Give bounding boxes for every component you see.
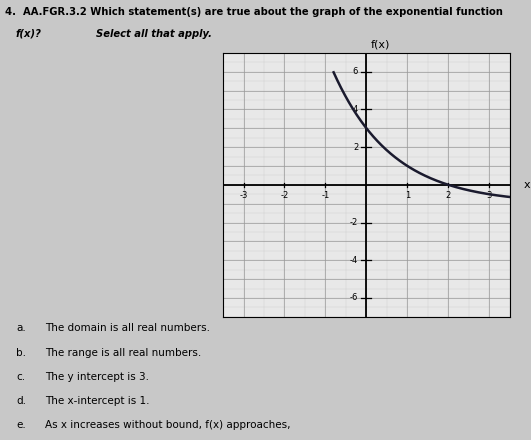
- Text: 3: 3: [486, 191, 492, 200]
- Text: The x-intercept is 1.: The x-intercept is 1.: [45, 396, 150, 406]
- Text: d.: d.: [16, 396, 26, 406]
- Text: f(x)?: f(x)?: [16, 29, 42, 39]
- Text: a.: a.: [16, 323, 25, 334]
- Text: e.: e.: [16, 420, 25, 430]
- Text: 4: 4: [353, 105, 358, 114]
- Text: -6: -6: [350, 293, 358, 302]
- Text: -1: -1: [321, 191, 330, 200]
- Text: The domain is all real numbers.: The domain is all real numbers.: [45, 323, 210, 334]
- Text: -3: -3: [239, 191, 247, 200]
- Text: -2: -2: [280, 191, 288, 200]
- Text: As x increases without bound, f(x) approaches,: As x increases without bound, f(x) appro…: [45, 420, 290, 430]
- Text: The range is all real numbers.: The range is all real numbers.: [45, 348, 201, 358]
- Text: x: x: [524, 180, 530, 190]
- Text: Select all that apply.: Select all that apply.: [96, 29, 211, 39]
- Text: The y intercept is 3.: The y intercept is 3.: [45, 372, 149, 382]
- Text: 4.  AA.FGR.3.2 Which statement(s) are true about the graph of the exponential fu: 4. AA.FGR.3.2 Which statement(s) are tru…: [5, 7, 503, 17]
- Text: f(x): f(x): [371, 39, 390, 49]
- Text: 1: 1: [405, 191, 410, 200]
- Text: c.: c.: [16, 372, 25, 382]
- Text: 6: 6: [353, 67, 358, 76]
- Text: 2: 2: [446, 191, 451, 200]
- Text: b.: b.: [16, 348, 26, 358]
- Text: -2: -2: [350, 218, 358, 227]
- Text: -4: -4: [350, 256, 358, 265]
- Text: 2: 2: [353, 143, 358, 152]
